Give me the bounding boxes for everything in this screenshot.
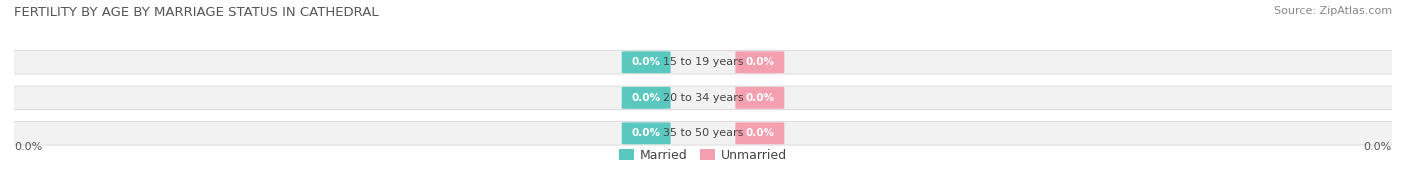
Text: 0.0%: 0.0% bbox=[631, 128, 661, 138]
FancyBboxPatch shape bbox=[735, 87, 785, 109]
Text: 0.0%: 0.0% bbox=[631, 57, 661, 67]
FancyBboxPatch shape bbox=[621, 87, 671, 109]
Text: 35 to 50 years: 35 to 50 years bbox=[662, 128, 744, 138]
FancyBboxPatch shape bbox=[735, 51, 785, 73]
FancyBboxPatch shape bbox=[621, 51, 671, 73]
FancyBboxPatch shape bbox=[0, 51, 1406, 74]
Text: 0.0%: 0.0% bbox=[14, 142, 42, 152]
Text: 20 to 34 years: 20 to 34 years bbox=[662, 93, 744, 103]
Text: 0.0%: 0.0% bbox=[745, 57, 775, 67]
Text: 15 to 19 years: 15 to 19 years bbox=[662, 57, 744, 67]
FancyBboxPatch shape bbox=[735, 122, 785, 144]
FancyBboxPatch shape bbox=[0, 86, 1406, 110]
Text: 0.0%: 0.0% bbox=[745, 93, 775, 103]
Text: 0.0%: 0.0% bbox=[1364, 142, 1392, 152]
FancyBboxPatch shape bbox=[621, 122, 671, 144]
Text: FERTILITY BY AGE BY MARRIAGE STATUS IN CATHEDRAL: FERTILITY BY AGE BY MARRIAGE STATUS IN C… bbox=[14, 6, 378, 19]
FancyBboxPatch shape bbox=[0, 122, 1406, 145]
Legend: Married, Unmarried: Married, Unmarried bbox=[613, 144, 793, 167]
Text: 0.0%: 0.0% bbox=[631, 93, 661, 103]
Text: Source: ZipAtlas.com: Source: ZipAtlas.com bbox=[1274, 6, 1392, 16]
Text: 0.0%: 0.0% bbox=[745, 128, 775, 138]
